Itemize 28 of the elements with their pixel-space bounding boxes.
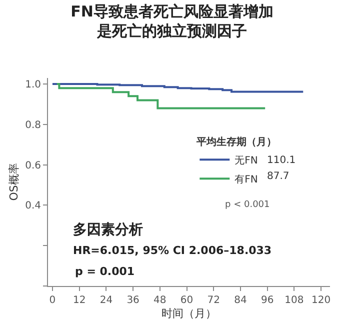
annotation: 110.1 [267,155,296,166]
y-tick-label: 0.8 [25,120,41,131]
x-axis-title: 时间（月） [162,307,216,320]
x-tick-label: 96 [260,295,274,306]
x-tick-label: 48 [154,295,166,306]
y-tick-label: 0.4 [25,200,41,212]
annotation: 87.7 [267,171,290,182]
y-tick-label: 1.0 [25,80,41,91]
y-tick-label: 0.6 [25,160,41,172]
legend-label: 有FN [234,173,258,186]
x-tick-label: 120 [312,295,331,306]
chart-title: FN导致患者死亡风险显著增加 [70,2,274,20]
y-axis-title: OS概率 [8,163,21,201]
x-tick-label: 72 [207,295,220,306]
annotation: p < 0.001 [225,200,270,210]
annotation: p = 0.001 [75,265,135,278]
legend-label: 无FN [234,155,258,166]
x-tick-label: 12 [72,295,86,306]
x-tick-label: 84 [234,295,247,306]
x-tick-label: 24 [100,295,113,306]
x-tick-label: 108 [284,295,304,306]
x-tick-label: 0 [49,295,56,306]
x-tick-label: 36 [126,295,140,306]
chart-subtitle: 是死亡的独立预测因子 [96,22,247,40]
annotation: 多因素分析 [73,222,143,238]
x-tick-label: 60 [180,295,194,306]
legend-title: 平均生存期（月） [196,136,277,148]
annotation: HR=6.015, 95% CI 2.006–18.033 [73,244,272,257]
